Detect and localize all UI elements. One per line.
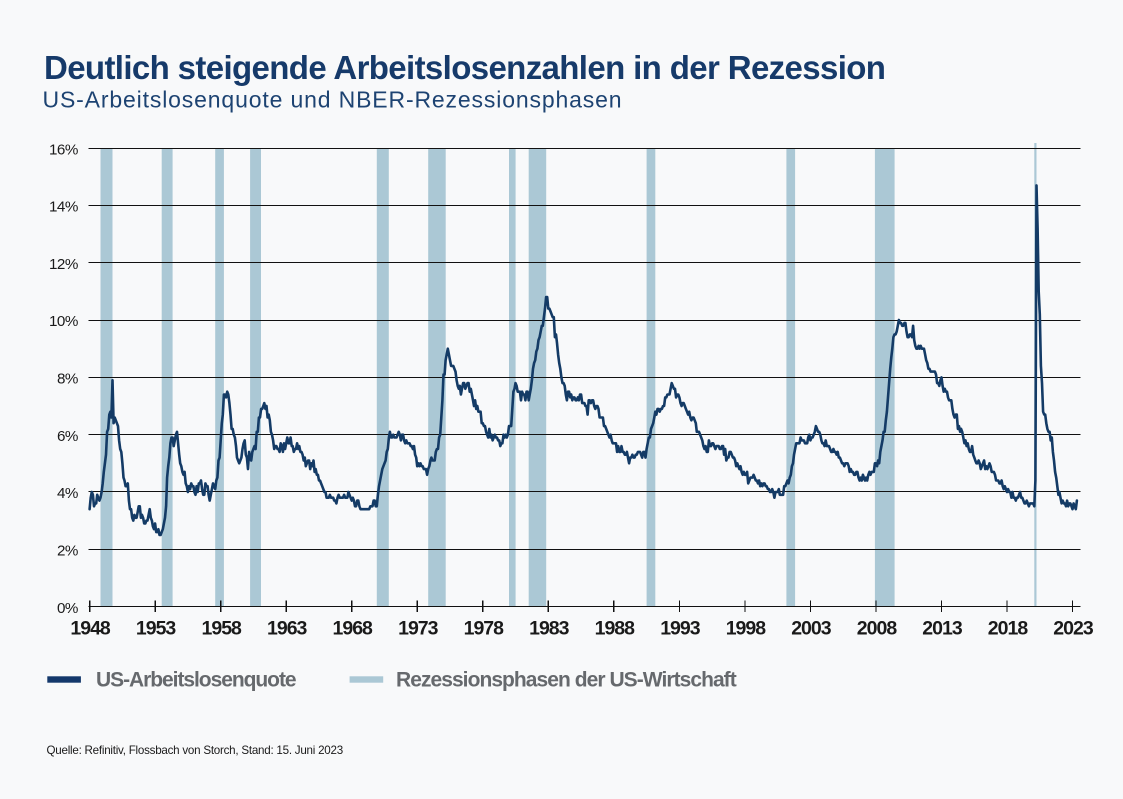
svg-text:1948: 1948 — [70, 617, 111, 639]
svg-text:6%: 6% — [57, 428, 78, 445]
svg-text:16%: 16% — [49, 141, 78, 158]
svg-text:1988: 1988 — [595, 617, 636, 639]
svg-text:Rezessionsphasen der US-Wirtsc: Rezessionsphasen der US-Wirtschaft — [396, 668, 737, 691]
svg-text:1993: 1993 — [660, 617, 701, 639]
svg-text:1963: 1963 — [267, 617, 308, 639]
svg-text:Quelle: Refinitiv, Flossbach v: Quelle: Refinitiv, Flossbach von Storch,… — [47, 744, 343, 757]
svg-text:14%: 14% — [49, 199, 78, 216]
svg-text:1998: 1998 — [726, 617, 767, 639]
svg-text:Deutlich steigende Arbeitslose: Deutlich steigende Arbeitslosenzahlen in… — [44, 49, 885, 86]
svg-text:2013: 2013 — [922, 617, 963, 639]
svg-text:US-Arbeitslosenquote und NBER-: US-Arbeitslosenquote und NBER-Rezessions… — [43, 87, 623, 113]
svg-text:8%: 8% — [57, 371, 78, 388]
svg-text:2023: 2023 — [1053, 617, 1094, 639]
svg-text:1973: 1973 — [398, 617, 439, 639]
svg-text:0%: 0% — [57, 600, 78, 617]
svg-text:10%: 10% — [49, 313, 78, 330]
svg-text:2018: 2018 — [988, 617, 1029, 639]
svg-text:US-Arbeitslosenquote: US-Arbeitslosenquote — [96, 668, 296, 691]
svg-text:1978: 1978 — [464, 617, 505, 639]
svg-text:2003: 2003 — [791, 617, 832, 639]
svg-text:4%: 4% — [57, 485, 78, 502]
svg-text:1953: 1953 — [136, 617, 177, 639]
svg-text:1968: 1968 — [333, 617, 374, 639]
svg-text:12%: 12% — [49, 256, 78, 273]
svg-text:1958: 1958 — [202, 617, 243, 639]
svg-text:2008: 2008 — [857, 617, 898, 639]
svg-text:2%: 2% — [57, 543, 78, 560]
svg-text:1983: 1983 — [529, 617, 570, 639]
